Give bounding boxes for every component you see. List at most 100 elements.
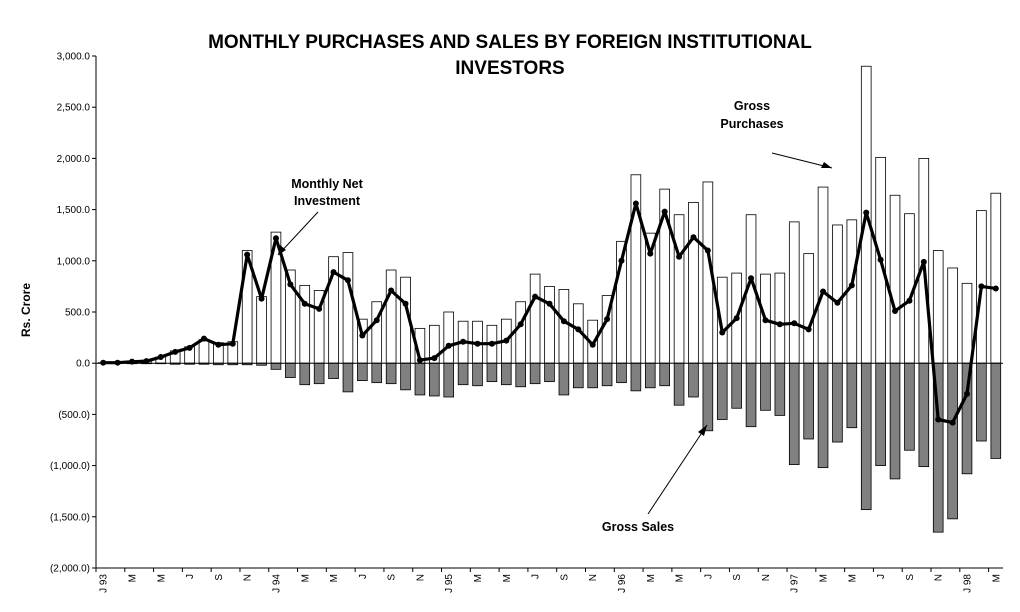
net-investment-point — [560, 318, 567, 325]
x-tick-label: M — [847, 574, 858, 582]
net-investment-point — [719, 329, 726, 336]
x-tick-label: J — [703, 574, 714, 579]
x-tick-label: M — [127, 574, 138, 582]
net-investment-point — [330, 269, 337, 276]
net-investment-point — [805, 326, 812, 333]
x-tick-label: N — [761, 574, 772, 581]
net-investment-point — [128, 358, 135, 365]
net-investment-point — [733, 315, 740, 322]
x-tick-label: N — [415, 574, 426, 581]
net-investment-point — [647, 250, 654, 257]
gross-sales-bar — [918, 362, 930, 468]
y-tick-label: (2,000.0) — [50, 564, 90, 575]
x-tick-label: J 94 — [271, 574, 282, 593]
net-investment-point — [143, 358, 150, 365]
y-tick-label: 3,000.0 — [57, 52, 91, 63]
annotation-net-investment-arrow — [277, 211, 319, 256]
gross-sales-bar — [688, 362, 699, 398]
gross-purchases-bar — [673, 214, 685, 364]
gross-sales-bar — [788, 362, 800, 465]
gross-sales-bar — [716, 362, 728, 420]
gross-sales-bar — [270, 362, 282, 370]
annotation-gross-sales: Gross Sales — [602, 520, 674, 534]
gross-sales-bar — [616, 362, 627, 384]
net-investment-point — [474, 340, 481, 347]
axes — [92, 55, 1003, 572]
net-investment-point — [575, 326, 582, 333]
annotation-gross-purchases-line-1: Gross — [734, 99, 770, 113]
net-investment-point — [460, 338, 467, 345]
net-investment-point — [877, 256, 884, 263]
gross-purchases-bar — [774, 272, 786, 364]
net-investment-point — [373, 317, 380, 324]
gross-sales-bar — [587, 362, 598, 389]
net-investment-point — [618, 257, 625, 264]
gross-sales-bar — [745, 362, 757, 428]
net-investment-point — [604, 316, 611, 323]
gross-sales-bar — [760, 362, 771, 411]
gross-sales-bar — [342, 362, 354, 393]
x-tick-label: J — [531, 574, 542, 579]
net-investment-point — [416, 357, 423, 364]
arrowhead-icon — [698, 425, 707, 436]
net-investment-point — [820, 288, 827, 295]
gross-sales-bar — [832, 362, 843, 443]
y-axis-title: Rs. Crore — [19, 283, 33, 337]
x-tick-label: S — [905, 574, 916, 581]
x-tick-label: J 97 — [790, 574, 801, 593]
gross-sales-bar — [414, 362, 426, 396]
net-investment-point — [402, 300, 409, 307]
net-investment-point — [445, 342, 452, 349]
x-tick-label: S — [387, 574, 398, 581]
x-tick-label: J 95 — [444, 574, 455, 593]
gross-sales-bar — [774, 362, 786, 416]
gross-purchases-bar — [889, 194, 901, 364]
gross-purchases-bar — [256, 296, 267, 364]
gross-purchases-bar — [385, 269, 397, 364]
net-investment-point — [834, 299, 841, 306]
net-investment-point — [258, 295, 265, 302]
gross-sales-bar — [429, 362, 440, 397]
net-investment-point — [935, 416, 942, 423]
net-investment-point — [532, 293, 539, 300]
x-tick-label: S — [732, 574, 743, 581]
net-investment-point — [172, 348, 179, 355]
net-investment-point — [215, 341, 222, 348]
net-investment-line — [100, 200, 999, 426]
x-tick-label: N — [243, 574, 254, 581]
gross-sales-bar — [904, 362, 915, 451]
gross-purchases-bar — [342, 252, 354, 364]
x-tick-label: M — [502, 574, 513, 582]
gross-sales-bar — [328, 362, 339, 379]
net-investment-point — [344, 277, 351, 284]
x-tick-label: S — [214, 574, 225, 581]
y-tick-label: (1,500.0) — [50, 512, 90, 523]
gross-sales-bar — [501, 362, 512, 386]
gross-sales-bar — [529, 362, 541, 385]
net-investment-point — [200, 335, 207, 342]
gross-purchases-bar — [515, 301, 527, 364]
gross-purchases-bar — [803, 253, 814, 364]
gross-purchases-bar — [558, 289, 570, 364]
x-tick-label: J — [185, 574, 196, 579]
net-investment-point — [186, 344, 193, 351]
x-tick-label: N — [588, 574, 599, 581]
gross-purchases-bar — [832, 224, 843, 364]
gross-sales-bar — [515, 362, 527, 388]
gross-purchases-bar — [529, 273, 541, 364]
net-investment-point — [517, 321, 524, 328]
net-investment-point — [388, 287, 395, 294]
net-investment-point — [229, 340, 236, 347]
net-investment-point — [632, 200, 639, 207]
net-investment-point — [848, 282, 855, 289]
annotation-net-investment-line-2: Investment — [294, 194, 361, 208]
gross-sales-bar — [572, 362, 584, 389]
net-investment-point — [704, 247, 711, 254]
chart-title: MONTHLY PURCHASES AND SALES BY FOREIGN I… — [0, 30, 1020, 82]
y-tick-label: 2,500.0 — [57, 103, 91, 114]
net-investment-point — [359, 332, 366, 339]
x-tick-label: M — [473, 574, 484, 582]
y-tick-label: (500.0) — [58, 410, 90, 421]
net-investment-point — [157, 354, 164, 361]
